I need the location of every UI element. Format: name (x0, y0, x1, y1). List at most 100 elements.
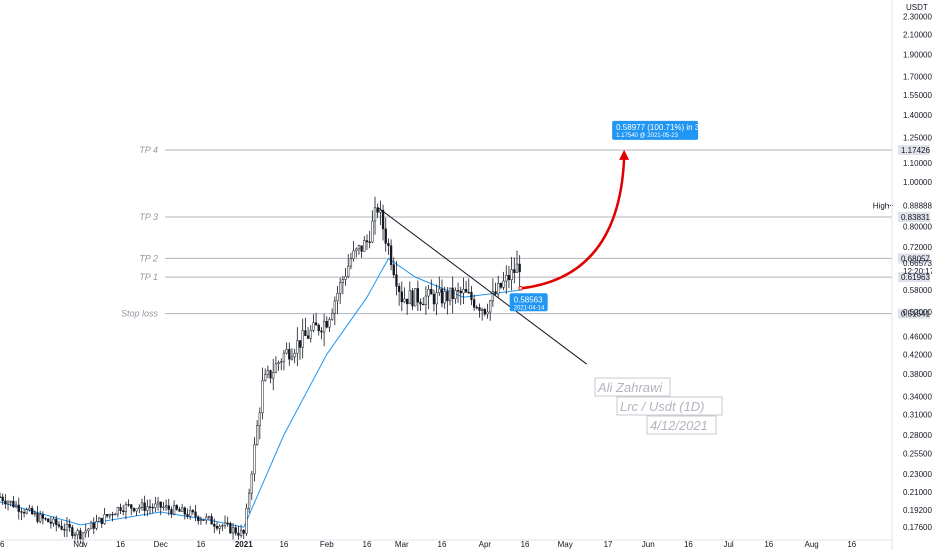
candle-body (363, 240, 366, 252)
y-tick-label: 0.28000 (903, 431, 932, 440)
candle-body (304, 330, 307, 337)
level-price-badge (898, 145, 930, 156)
x-tick-label: Jun (642, 540, 655, 549)
candle-body (282, 352, 286, 362)
candle-body (162, 506, 165, 509)
candle-body (170, 509, 173, 515)
candle-body (256, 425, 259, 445)
x-tick-label: Apr (479, 540, 492, 549)
candle-body (427, 289, 430, 297)
level-label: TP 4 (139, 145, 158, 155)
candle-body (189, 510, 192, 517)
candle-body (411, 290, 414, 307)
candle-body (103, 514, 106, 524)
candle-body (105, 514, 109, 517)
candle-body (92, 522, 95, 529)
candle-body (416, 288, 420, 303)
candle-body (39, 514, 42, 522)
candle-body (87, 528, 90, 532)
y-tick-label: 0.42000 (903, 350, 932, 359)
y-tick-label: 0.34000 (903, 392, 932, 401)
countdown: 12:20:17 (903, 267, 932, 276)
candle-body (360, 245, 363, 252)
candle-body (261, 380, 264, 414)
candle-body (269, 370, 272, 379)
candle-body (368, 241, 371, 243)
target-badge (612, 120, 699, 140)
x-tick-label: 16 (0, 540, 5, 549)
candle-body (17, 504, 20, 512)
x-tick-label: 16 (764, 540, 773, 549)
candle-body (290, 356, 294, 360)
note-line-2: Lrc / Usdt (1D) (620, 399, 705, 414)
candle-body (376, 207, 379, 213)
trendline (377, 206, 587, 365)
candle-body (245, 507, 248, 534)
x-tick-label: Dec (154, 540, 168, 549)
projection-start-dot (518, 285, 523, 291)
entry-badge (509, 293, 548, 312)
candles-layer (0, 196, 521, 548)
level-label: TP 3 (139, 212, 158, 222)
note-line-3: 4/12/2021 (650, 418, 708, 433)
y-tick-label: 0.46000 (903, 332, 932, 341)
candle-body (73, 534, 77, 536)
candle-body (181, 507, 184, 512)
candle-body (28, 507, 31, 510)
arrow-head (619, 149, 630, 160)
candle-body (146, 506, 149, 511)
candle-body (143, 502, 146, 511)
target-change: 0.58977 (100.71%) in 39d (616, 123, 708, 132)
candle-body (135, 508, 138, 512)
candle-body (239, 529, 243, 536)
candle-body (381, 209, 385, 230)
candle-body (229, 523, 232, 534)
candle-body (52, 518, 55, 524)
candle-body (108, 513, 111, 517)
candle-body (218, 525, 221, 529)
candle-body (497, 283, 500, 295)
x-tick-label: Aug (805, 540, 819, 549)
level-price-text: 0.51541 (901, 310, 930, 319)
candle-body (422, 303, 425, 306)
y-tick-label: 1.90000 (903, 50, 932, 59)
candle-body (336, 293, 339, 302)
candle-body (116, 507, 120, 515)
candle-body (397, 286, 401, 293)
x-tick-label: 16 (116, 540, 125, 549)
candle-body (84, 530, 87, 534)
candle-body (138, 507, 141, 510)
level-price-text: 0.68057 (901, 254, 930, 263)
candle-body (459, 290, 462, 294)
candle-body (178, 508, 181, 512)
candle-body (33, 512, 36, 515)
y-tick-label: 2.30000 (903, 12, 932, 21)
candle-body (448, 287, 452, 302)
candle-body (298, 340, 302, 348)
candle-body (130, 504, 133, 509)
y-tick-label: 0.23000 (903, 470, 932, 479)
level-price-text: 0.61963 (901, 273, 930, 282)
candle-body (186, 513, 189, 517)
candle-body (215, 526, 219, 529)
y-tick-label: 1.40000 (903, 111, 932, 120)
x-tick-label: Nov (73, 540, 87, 549)
candle-body (395, 274, 398, 287)
x-tick-label: 16 (847, 540, 856, 549)
candle-body (451, 287, 454, 300)
high-marker-label: High (873, 201, 889, 210)
candle-body (1, 496, 4, 502)
candle-body (156, 501, 160, 505)
candle-body (234, 527, 237, 534)
y-tick-label: 1.00000 (903, 178, 932, 187)
candle-body (242, 529, 245, 534)
candle-body (223, 522, 227, 526)
candle-body (478, 307, 481, 311)
x-tick-label: 16 (196, 540, 205, 549)
x-tick-label: Mar (395, 540, 409, 549)
candle-body (515, 263, 519, 273)
candle-body (306, 335, 310, 339)
y-tick-label: 0.25500 (903, 449, 932, 458)
